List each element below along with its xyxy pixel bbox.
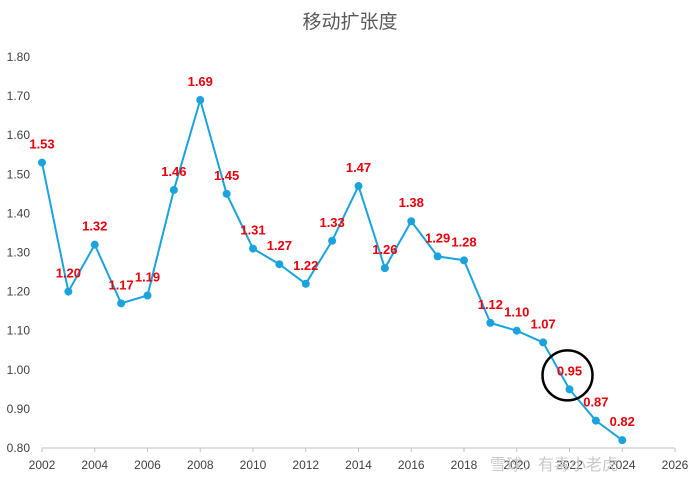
- data-label: 1.53: [29, 137, 54, 152]
- data-point: [512, 326, 521, 335]
- x-tick-label: 2022: [556, 458, 583, 472]
- data-point: [354, 182, 363, 191]
- highlight-circle: [541, 349, 594, 402]
- data-label: 1.33: [319, 215, 344, 230]
- data-label: 1.12: [478, 297, 503, 312]
- x-tick-label: 2006: [134, 458, 161, 472]
- y-tick-label: 1.40: [7, 206, 31, 220]
- data-labels: 1.53 1.20 1.32 1.171.19 1.46 1.69 1.45 1.311.27…: [29, 74, 635, 429]
- data-label: 1.17: [108, 277, 133, 292]
- chart-title: 移动扩张度: [302, 11, 397, 33]
- data-label: 1.47: [346, 160, 371, 175]
- data-label: 1.29: [425, 230, 450, 245]
- data-point: [90, 240, 99, 249]
- data-label: 1.10: [504, 305, 529, 320]
- y-tick-label: 1.60: [7, 128, 31, 142]
- data-label: 0.87: [583, 395, 608, 410]
- y-tick-label: 1.30: [7, 246, 31, 260]
- data-point: [38, 158, 46, 167]
- watermark: 雪球：有毒小老虎: [490, 455, 618, 474]
- x-tick-label: 2016: [398, 458, 425, 472]
- x-tick-label: 2010: [240, 458, 267, 472]
- data-point: [539, 338, 548, 347]
- data-label: 1.38: [399, 195, 424, 210]
- data-label: 0.82: [610, 414, 635, 429]
- y-tick-label: 1.20: [7, 285, 31, 299]
- data-point: [275, 260, 284, 269]
- data-point: [222, 189, 231, 198]
- data-point: [301, 279, 310, 288]
- data-point: [460, 256, 468, 265]
- x-axis: 2002 2004 2006 2008 2010 2012 2014 2016 2018 2020…: [29, 448, 689, 472]
- y-tick-label: 1.50: [7, 167, 31, 181]
- data-point: [117, 299, 126, 308]
- x-tick-label: 2002: [29, 458, 56, 472]
- x-tick-label: 2018: [451, 458, 478, 472]
- data-point: [328, 236, 337, 245]
- data-label: 1.69: [188, 74, 213, 89]
- data-point: [380, 264, 389, 273]
- data-label: 1.07: [530, 316, 555, 331]
- data-label: 1.27: [267, 238, 292, 253]
- x-tick-label: 2004: [81, 458, 108, 472]
- x-tick-label: 2024: [609, 458, 636, 472]
- data-point: [169, 185, 178, 194]
- data-point: [64, 287, 73, 296]
- data-label: 1.46: [161, 164, 186, 179]
- data-point: [249, 244, 257, 253]
- data-point: [618, 436, 627, 445]
- data-label: 1.20: [56, 266, 81, 281]
- data-point: [591, 416, 600, 425]
- y-tick-label: 0.90: [7, 402, 31, 416]
- x-tick-label: 2020: [503, 458, 530, 472]
- y-tick-label: 1.10: [7, 324, 31, 338]
- data-label: 1.26: [372, 242, 397, 257]
- x-tick-label: 2014: [345, 458, 372, 472]
- data-points: [38, 96, 627, 445]
- x-tick-label: 2008: [187, 458, 214, 472]
- y-tick-label: 1.00: [7, 363, 31, 377]
- data-label: 1.45: [214, 168, 239, 183]
- y-tick-label: 1.80: [7, 50, 31, 64]
- data-point: [486, 318, 495, 327]
- data-label: 1.28: [451, 234, 476, 249]
- data-point: [565, 385, 574, 394]
- data-point: [143, 291, 152, 300]
- data-point: [433, 252, 442, 261]
- data-label: 1.32: [82, 219, 107, 234]
- y-axis: 0.80 0.90 1.00 1.10 1.20 1.30 1.40 1.50 1.60 1.70…: [7, 50, 31, 455]
- data-point: [196, 96, 205, 105]
- x-tick-label: 2026: [662, 458, 689, 472]
- series-line: [41, 96, 623, 441]
- x-tick-label: 2012: [292, 458, 319, 472]
- data-point: [407, 217, 416, 226]
- y-tick-label: 1.70: [7, 89, 31, 103]
- y-tick-label: 0.80: [7, 441, 31, 455]
- data-label: 1.19: [135, 270, 160, 285]
- data-label: 1.22: [293, 258, 318, 273]
- data-label: 1.31: [240, 223, 265, 238]
- data-label: 0.95: [557, 363, 582, 378]
